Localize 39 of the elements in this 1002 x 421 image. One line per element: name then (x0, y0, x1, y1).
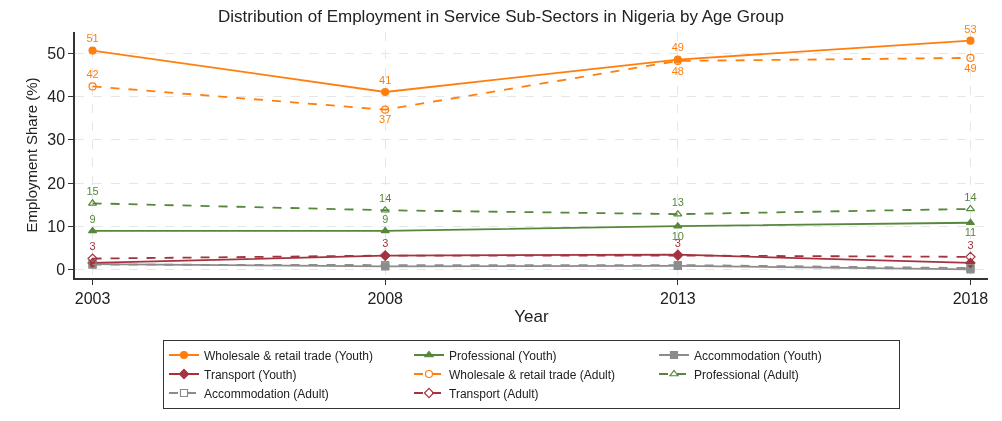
legend-label: Accommodation (Youth) (694, 348, 822, 363)
data-label: 3 (382, 237, 389, 250)
y-tick-label: 20 (47, 174, 66, 192)
data-label: 11 (964, 226, 977, 239)
data-label: 37 (379, 113, 392, 126)
data-label: 51 (86, 32, 99, 45)
data-label: 9 (382, 212, 389, 225)
y-tick-label: 50 (47, 45, 66, 63)
data-label: 49 (671, 41, 684, 54)
y-tick-label: 30 (47, 131, 66, 149)
x-tick-label: 2003 (74, 289, 111, 307)
legend-label: Accommodation (Adult) (204, 386, 329, 401)
x-tick-label: 2018 (952, 289, 989, 307)
data-label: 41 (379, 73, 392, 86)
data-label: 3 (89, 240, 96, 253)
y-axis-title: Employment Share (%) (23, 77, 40, 233)
data-label: 9 (89, 212, 96, 225)
legend-label: Wholesale & retail trade (Youth) (204, 348, 373, 363)
legend-label: Professional (Adult) (694, 367, 799, 382)
data-label: 48 (671, 64, 684, 77)
y-tick-label: 10 (47, 217, 66, 235)
x-tick-label: 2008 (367, 289, 404, 307)
data-label: 14 (379, 192, 392, 205)
data-label: 49 (964, 61, 977, 74)
data-label: 42 (86, 68, 99, 81)
legend-label: Professional (Youth) (449, 348, 557, 363)
data-label: 53 (964, 22, 977, 35)
x-axis-title: Year (514, 306, 550, 326)
y-tick-label: 0 (56, 260, 66, 278)
data-label: 3 (967, 238, 974, 251)
legend-label: Wholesale & retail trade (Adult) (449, 367, 616, 382)
chart-title: Distribution of Employment in Service Sub-Sectors in Nigeria by Age Group (218, 7, 784, 27)
data-label: 15 (86, 185, 99, 198)
data-label: 13 (671, 196, 684, 209)
data-label: 14 (964, 190, 977, 203)
legend-label: Transport (Youth) (204, 367, 297, 382)
y-tick-label: 40 (47, 88, 66, 106)
x-tick-label: 2013 (660, 289, 696, 307)
legend-label: Transport (Adult) (449, 386, 539, 401)
